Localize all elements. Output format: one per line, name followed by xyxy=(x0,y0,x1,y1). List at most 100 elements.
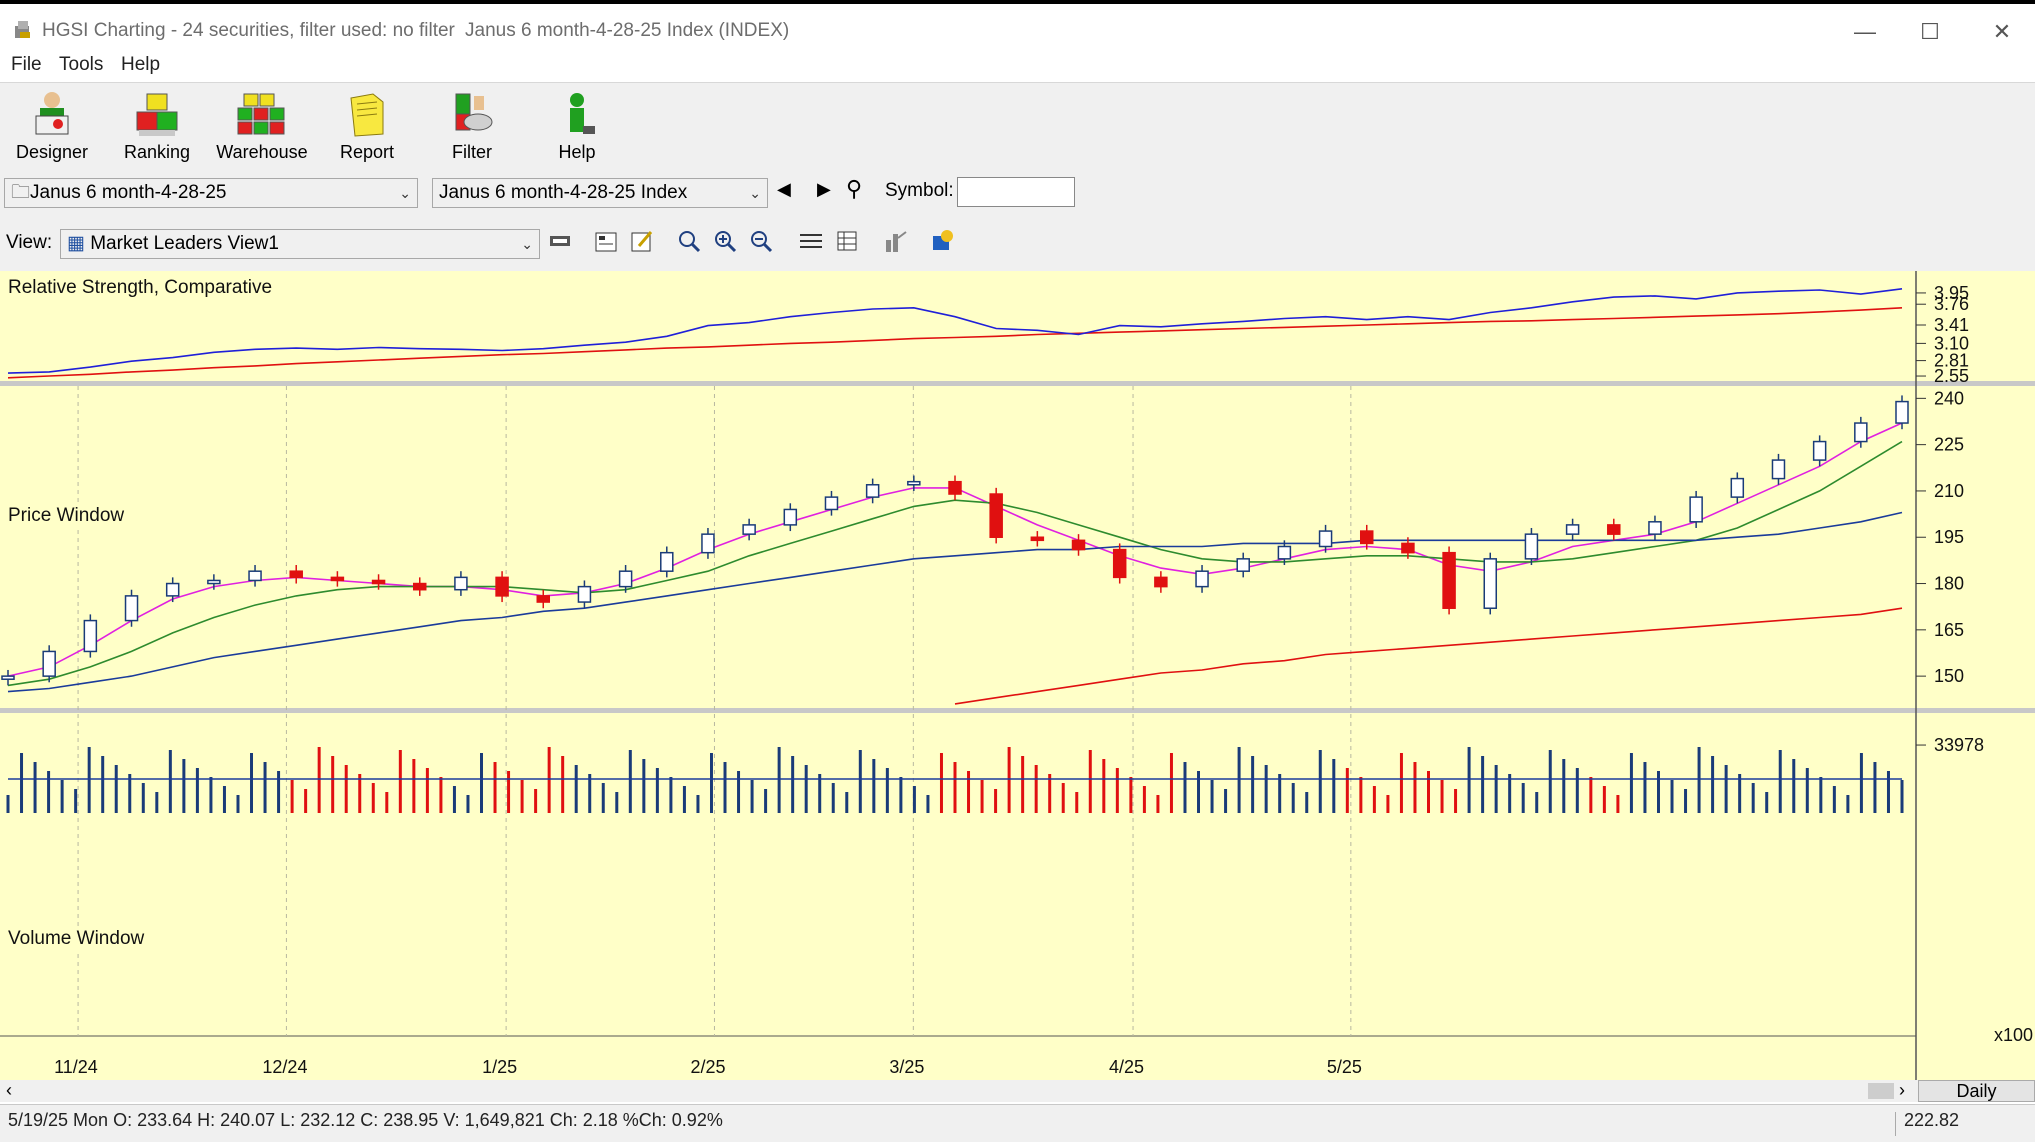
status-text: 5/19/25 Mon O: 233.64 H: 240.07 L: 232.1… xyxy=(8,1110,723,1130)
ranking-button[interactable]: Ranking xyxy=(109,86,205,166)
candle-body xyxy=(1565,524,1580,535)
lines-icon[interactable] xyxy=(798,228,824,254)
zoom-icon[interactable] xyxy=(676,228,702,254)
rs-tick-label: 3.41 xyxy=(1934,315,1969,335)
chart-canvas[interactable]: 11/24 12/24 1/25 2/25 3/25 4/25 5/253.953.763.… xyxy=(0,271,2035,1080)
document-title: Janus 6 month-4-28-25 Index (INDEX) xyxy=(465,20,790,41)
ranking-icon xyxy=(136,93,178,136)
candle-body xyxy=(1854,422,1868,443)
app-icon xyxy=(15,21,30,38)
chevron-down-icon: ⌄ xyxy=(521,236,533,252)
rs-tick-label: 3.76 xyxy=(1934,294,1969,314)
price-tick-label: 180 xyxy=(1934,574,1964,594)
bar-chart-icon[interactable] xyxy=(882,228,908,254)
candle-body xyxy=(948,480,962,495)
candle-body xyxy=(207,579,221,585)
properties-icon[interactable] xyxy=(593,228,619,254)
zoom-out-icon[interactable] xyxy=(748,228,774,254)
date-label: 3/25 xyxy=(889,1057,924,1077)
next-arrow-icon[interactable]: ▶ xyxy=(817,179,831,199)
candle-body xyxy=(1071,539,1086,551)
scroll-left-icon[interactable]: ‹ xyxy=(6,1080,12,1100)
date-label: 12/24 xyxy=(262,1057,307,1077)
chart-area[interactable]: 11/24 12/24 1/25 2/25 3/25 4/25 5/25 3.95 3.76 3.… xyxy=(0,271,2035,1080)
close-button[interactable]: ✕ xyxy=(1992,19,2012,44)
report-button[interactable]: Report xyxy=(319,86,415,166)
list-dropdown[interactable]: 🗀Janus 6 month-4-28-25 ⌄ xyxy=(4,178,418,208)
minimize-button[interactable]: — xyxy=(1854,19,1876,44)
designer-label: Designer xyxy=(15,142,89,162)
rs-average-line xyxy=(7,307,1903,379)
export-icon[interactable] xyxy=(929,228,955,254)
candle-body xyxy=(289,570,303,579)
candle-body xyxy=(1,675,15,680)
price-tick-label: 225 xyxy=(1934,435,1964,455)
symbol-label: Symbol: xyxy=(885,180,954,201)
filter-label: Filter xyxy=(452,142,492,162)
designer-button[interactable]: Designer xyxy=(4,86,100,166)
candle-body xyxy=(1524,533,1539,560)
view-dropdown[interactable]: ▦ Market Leaders View1 ⌄ xyxy=(60,229,540,259)
help-label: Help xyxy=(558,142,596,162)
scroll-thumb[interactable] xyxy=(1868,1083,1894,1099)
candle-body xyxy=(742,524,756,535)
candle-body xyxy=(412,582,427,591)
horizontal-scrollbar[interactable] xyxy=(0,1080,2035,1102)
binoculars-icon[interactable]: ⚲ xyxy=(846,176,863,201)
candle-body xyxy=(1771,459,1786,480)
candle-body xyxy=(495,576,509,597)
edit-icon[interactable] xyxy=(629,228,655,254)
candle-body xyxy=(1812,440,1827,461)
report-icon xyxy=(350,93,384,137)
rs-line xyxy=(7,288,1903,374)
warehouse-icon xyxy=(237,93,285,135)
candle-body xyxy=(536,595,551,603)
chevron-down-icon: ⌄ xyxy=(749,185,761,201)
volume-tick-label: 33978 xyxy=(1934,735,1984,755)
folder-icon: 🗀 xyxy=(11,182,31,203)
previous-arrow-icon[interactable]: ◀ xyxy=(777,179,791,199)
maximize-button[interactable]: ☐ xyxy=(1920,19,1940,44)
security-dropdown[interactable]: Janus 6 month-4-28-25 Index ⌄ xyxy=(432,178,768,208)
status-divider xyxy=(1895,1112,1896,1136)
chevron-down-icon: ⌄ xyxy=(399,185,411,201)
help-button[interactable]: Help xyxy=(529,86,625,166)
menu-tools[interactable]: Tools xyxy=(59,54,104,75)
candle-body xyxy=(1359,530,1374,545)
table-icon[interactable] xyxy=(834,228,860,254)
menu-file[interactable]: File xyxy=(11,54,42,75)
candle-body xyxy=(1730,477,1745,498)
price-tick-label: 240 xyxy=(1934,388,1964,408)
moving-average-line xyxy=(7,511,1903,693)
candle-body xyxy=(783,508,798,526)
candle-body xyxy=(1483,558,1498,609)
cursor-value: 222.82 xyxy=(1904,1110,1960,1130)
rs-tick-label: 3.10 xyxy=(1934,333,1969,353)
volume-unit-label: x100 xyxy=(1994,1025,2033,1045)
menu-bar xyxy=(0,56,2035,82)
filter-button[interactable]: Filter xyxy=(424,86,520,166)
designer-icon xyxy=(35,92,69,135)
view-dropdown-value: Market Leaders View1 xyxy=(90,233,279,254)
warehouse-button[interactable]: Warehouse xyxy=(214,86,310,166)
security-dropdown-value: Janus 6 month-4-28-25 Index xyxy=(439,182,688,203)
candle-body xyxy=(577,585,592,603)
candle-body xyxy=(330,576,345,582)
candle-body xyxy=(165,582,180,597)
zoom-in-icon[interactable] xyxy=(712,228,738,254)
period-tab-daily[interactable]: Daily xyxy=(1918,1080,2035,1102)
date-label: 2/25 xyxy=(690,1057,725,1077)
scroll-right-icon[interactable]: › xyxy=(1899,1080,1905,1100)
candle-body xyxy=(824,496,839,511)
menu-help[interactable]: Help xyxy=(121,54,161,75)
report-label: Report xyxy=(339,142,395,162)
ranking-label: Ranking xyxy=(123,142,191,162)
candle-body xyxy=(1277,545,1292,560)
candle-body xyxy=(989,493,1003,538)
moving-average-line xyxy=(7,422,1903,677)
filter-icon xyxy=(455,93,493,131)
price-tick-label: 195 xyxy=(1934,527,1964,547)
settings-icon[interactable] xyxy=(547,228,573,254)
panel-divider xyxy=(0,708,2035,713)
symbol-input[interactable] xyxy=(957,177,1075,207)
